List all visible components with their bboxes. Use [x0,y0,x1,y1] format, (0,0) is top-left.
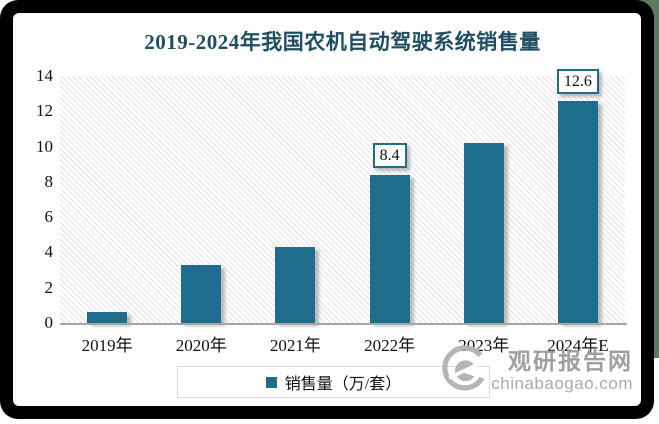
x-tick-label-2020年: 2020年 [175,336,227,355]
bar-2023年 [463,143,504,323]
y-axis: 0 2 4 6 8 10 12 14 [13,66,54,332]
bar-2024年E [557,100,598,323]
y-tick-label: 12 [36,101,53,121]
x-tick-label-2022年: 2022年 [364,336,416,355]
y-tick-label: 2 [44,277,54,297]
bar-2020年 [181,264,222,323]
legend: 销售量（万/套） [177,366,490,398]
y-tick-label: 14 [36,66,53,85]
page-background-edge-strip [654,0,659,358]
bar-2021年 [275,247,316,323]
plot-area: 8.4 12.6 [60,68,625,323]
chart-canvas: 2019-2024年我国农机自动驾驶系统销售量 0 2 4 6 8 10 12 14 8.4 1… [13,13,641,406]
bar-2022年 [369,174,410,323]
watermark-site-name: 观研报告网 [508,348,633,374]
swirl-g-logo-icon [442,345,485,391]
x-tick-label-2019年: 2019年 [81,336,133,355]
data-label-2024年E: 12.6 [556,68,599,94]
chart-title: 2019-2024年我国农机自动驾驶系统销售量 [144,30,541,54]
x-tick-label-2024年E: 2024年E [547,336,609,355]
watermark: 观研报告网 chinabaogao.com [437,343,633,399]
x-tick-label-2021年: 2021年 [269,336,321,355]
bar-2019年 [87,312,128,323]
y-tick-label: 4 [44,242,54,262]
y-tick-label: 8 [44,171,54,191]
y-tick-label: 6 [44,207,54,227]
legend-swatch-icon [265,376,277,388]
watermark-site-url: chinabaogao.com [491,374,633,393]
legend-label: 销售量（万/套） [284,376,402,393]
y-tick-label: 0 [44,313,54,332]
y-tick-label: 10 [36,136,53,156]
x-axis-line [60,323,627,325]
data-label-2022年: 8.4 [372,142,407,168]
